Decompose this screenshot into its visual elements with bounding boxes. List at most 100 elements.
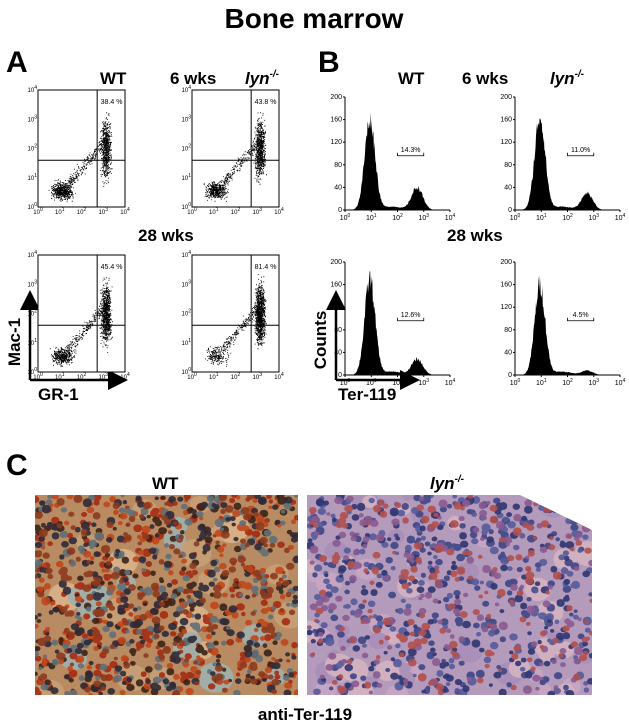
tick-exponent: 2 — [237, 207, 240, 213]
tick-base: 10 — [28, 176, 35, 182]
tick-exponent: 2 — [83, 207, 86, 213]
tick-label: 100 — [182, 202, 192, 211]
tick-exponent: 0 — [194, 207, 197, 213]
tick-exponent: 2 — [83, 372, 86, 378]
tick-base: 10 — [418, 380, 426, 387]
tick-base: 10 — [366, 380, 374, 387]
tick-exponent: 1 — [216, 372, 219, 378]
tick-exponent: 3 — [188, 279, 191, 285]
y-tick-label: 160 — [500, 117, 512, 124]
cell-group — [35, 495, 298, 695]
panel-letter: A — [6, 46, 28, 79]
tick-base: 10 — [588, 215, 596, 222]
micrograph-cells — [35, 495, 298, 695]
tick-exponent: 3 — [259, 207, 262, 213]
tick-base: 10 — [366, 215, 374, 222]
tick-base: 10 — [55, 375, 62, 381]
tick-exponent: 0 — [40, 372, 43, 378]
tick-base: 10 — [562, 380, 570, 387]
percent-label: 81.4 % — [255, 264, 277, 271]
tick-label: 104 — [28, 250, 38, 259]
tick-exponent: 2 — [188, 144, 191, 150]
tick-label: 104 — [120, 372, 130, 381]
y-tick-label: 80 — [334, 162, 342, 169]
tick-exponent: 1 — [544, 378, 547, 384]
percent-label: 45.4 % — [101, 264, 123, 271]
tick-exponent: 0 — [188, 202, 191, 208]
tick-label: 103 — [28, 114, 38, 123]
tick-label: 103 — [418, 378, 429, 387]
y-tick-label: 0 — [338, 372, 342, 379]
tick-base: 10 — [77, 210, 84, 216]
column-header: WT — [398, 69, 425, 88]
dot-cloud — [49, 277, 113, 367]
tick-label: 102 — [392, 213, 403, 222]
tick-exponent: 4 — [127, 372, 130, 378]
tick-base: 10 — [28, 88, 35, 94]
y-tick-label: 0 — [338, 207, 342, 214]
tick-exponent: 4 — [127, 207, 130, 213]
histogram-shape — [345, 111, 450, 210]
tick-label: 102 — [231, 207, 241, 216]
tick-base: 10 — [182, 88, 189, 94]
dot-cloud — [48, 112, 113, 203]
tick-exponent: 0 — [34, 367, 37, 373]
panel-letter: C — [6, 449, 28, 482]
y-tick-label: 200 — [500, 94, 512, 101]
tick-label: 104 — [28, 85, 38, 94]
tick-exponent: 4 — [188, 85, 191, 91]
tick-exponent: 1 — [188, 173, 191, 179]
genotype: lyn — [430, 474, 455, 493]
tick-exponent: 3 — [34, 279, 37, 285]
tick-base: 10 — [28, 341, 35, 347]
tick-exponent: 0 — [518, 378, 521, 384]
tick-exponent: 3 — [259, 372, 262, 378]
tick-base: 10 — [182, 312, 189, 318]
tick-exponent: 1 — [216, 207, 219, 213]
tick-exponent: 3 — [105, 372, 108, 378]
tick-base: 10 — [28, 282, 35, 288]
time-label: 28 wks — [138, 226, 194, 245]
tick-exponent: 3 — [188, 114, 191, 120]
tick-label: 102 — [28, 144, 38, 153]
tick-base: 10 — [274, 375, 281, 381]
tick-label: 102 — [182, 144, 192, 153]
tick-exponent: 1 — [544, 213, 547, 219]
y-tick-label: 200 — [330, 94, 342, 101]
tick-base: 10 — [28, 205, 35, 211]
tick-exponent: 3 — [596, 378, 599, 384]
tick-label: 100 — [187, 207, 197, 216]
tick-label: 101 — [536, 378, 547, 387]
histogram-shape — [515, 275, 620, 375]
tick-label: 104 — [274, 207, 284, 216]
cell-group — [307, 495, 592, 695]
tick-base: 10 — [182, 147, 189, 153]
percent-label: 43.8 % — [255, 99, 277, 106]
gate-bracket — [567, 317, 595, 322]
tick-label: 102 — [28, 309, 38, 318]
tick-label: 101 — [209, 207, 219, 216]
tick-base: 10 — [99, 210, 106, 216]
y-tick-label: 120 — [500, 304, 512, 311]
gate-label: 11.0% — [571, 147, 590, 154]
y-tick-label: 200 — [330, 259, 342, 266]
tick-label: 101 — [182, 338, 192, 347]
tick-exponent: 3 — [426, 378, 429, 384]
tick-base: 10 — [253, 210, 260, 216]
tick-base: 10 — [33, 210, 40, 216]
tick-exponent: 0 — [188, 367, 191, 373]
tick-base: 10 — [615, 380, 623, 387]
column-header: WT — [100, 69, 127, 88]
tick-base: 10 — [28, 312, 35, 318]
tick-base: 10 — [120, 210, 127, 216]
column-header: lyn-/- — [430, 474, 465, 493]
tick-exponent: 4 — [281, 207, 284, 213]
tick-exponent: 2 — [570, 378, 573, 384]
tick-label: 100 — [28, 202, 38, 211]
tick-label: 101 — [55, 372, 65, 381]
tick-base: 10 — [231, 375, 238, 381]
tick-label: 101 — [536, 213, 547, 222]
tick-base: 10 — [209, 210, 216, 216]
tick-label: 100 — [340, 213, 351, 222]
y-tick-label: 80 — [334, 327, 342, 334]
